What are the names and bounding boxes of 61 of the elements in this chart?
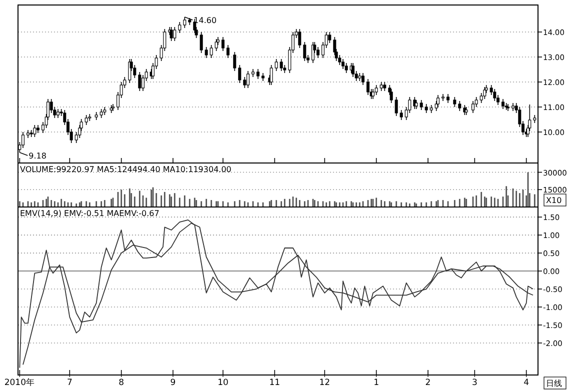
x-tick-label: 12 bbox=[319, 378, 330, 388]
candlestick bbox=[173, 26, 176, 42]
candlestick bbox=[453, 96, 456, 108]
candlestick bbox=[328, 32, 332, 44]
candlestick bbox=[436, 94, 440, 108]
candlestick bbox=[400, 110, 403, 120]
candlestick bbox=[274, 58, 278, 72]
chart-title: EMV(14,9) EMV:-0.51 MAEMV:-0.67 bbox=[20, 209, 160, 218]
x-tick-label: 2010年 bbox=[4, 377, 35, 388]
candlestick bbox=[33, 124, 36, 138]
candlestick bbox=[204, 46, 208, 58]
candlestick bbox=[352, 62, 354, 78]
candlestick bbox=[138, 72, 142, 92]
candlestick bbox=[420, 100, 423, 110]
candlestick bbox=[210, 44, 213, 58]
candlestick bbox=[472, 100, 474, 114]
x-tick-label: 1 bbox=[374, 378, 380, 388]
candlestick bbox=[270, 64, 273, 86]
candlestick bbox=[502, 98, 504, 110]
candlestick bbox=[374, 84, 378, 96]
candlestick bbox=[442, 94, 444, 102]
candlestick bbox=[233, 52, 236, 72]
candlestick bbox=[256, 68, 260, 80]
candlestick bbox=[458, 100, 462, 112]
candlestick bbox=[394, 96, 398, 116]
candlestick bbox=[372, 88, 374, 100]
candlestick bbox=[84, 114, 88, 126]
candlestick bbox=[214, 38, 218, 52]
candlestick bbox=[298, 28, 302, 48]
candlestick bbox=[280, 58, 283, 72]
text: X10 bbox=[546, 196, 562, 205]
candlestick bbox=[243, 76, 246, 88]
candlestick bbox=[303, 42, 306, 62]
x-tick-label: 2 bbox=[425, 378, 431, 388]
candlestick bbox=[483, 86, 486, 100]
x-tick-label: 4 bbox=[524, 378, 530, 388]
x-tick-label: 7 bbox=[66, 378, 72, 388]
candlestick bbox=[226, 44, 230, 58]
annotation: 9.18 bbox=[28, 152, 46, 160]
text: 日线 bbox=[546, 379, 562, 388]
x-tick-label: 8 bbox=[118, 378, 124, 388]
candlestick bbox=[342, 58, 344, 70]
annotation: 14.60 bbox=[194, 16, 217, 25]
x-tick-label: 10 bbox=[218, 378, 228, 388]
candlestick bbox=[366, 78, 370, 96]
candlestick bbox=[246, 70, 250, 88]
candlestick bbox=[344, 62, 348, 74]
chart-title: VOLUME:99220.97 MA5:124494.40 MA10:119304.00 bbox=[20, 165, 232, 174]
candlestick bbox=[493, 88, 496, 102]
candlestick bbox=[178, 22, 182, 34]
candlestick bbox=[238, 64, 242, 84]
candlestick bbox=[222, 36, 224, 52]
x-tick-label: 11 bbox=[269, 378, 280, 388]
candlestick bbox=[390, 88, 393, 104]
candlestick bbox=[112, 104, 114, 112]
candlestick bbox=[183, 16, 186, 28]
candlestick bbox=[362, 72, 364, 86]
candlestick bbox=[22, 132, 24, 148]
x-tick-label: 3 bbox=[472, 378, 478, 388]
candlestick bbox=[200, 32, 203, 54]
x-tick-label: 9 bbox=[170, 378, 176, 388]
